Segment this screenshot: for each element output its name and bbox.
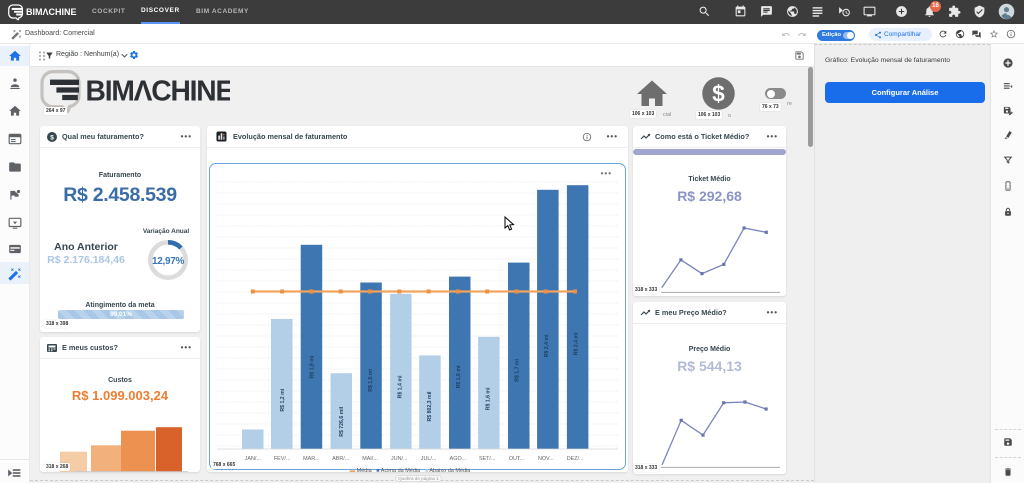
svg-text:R$ 1,4 mi: R$ 1,4 mi <box>398 375 404 398</box>
svg-text:R$ 1,5 mi: R$ 1,5 mi <box>368 368 374 391</box>
svg-text:ABR/...: ABR/... <box>332 456 349 462</box>
svg-text:OUT...: OUT... <box>509 456 524 462</box>
svg-text:R$ 1,6 mi: R$ 1,6 mi <box>456 365 462 388</box>
svg-text:FEV/...: FEV/... <box>274 456 290 462</box>
svg-text:SET/...: SET/... <box>479 456 495 462</box>
svg-text:R$ 802,3 mil: R$ 802,3 mil <box>427 391 433 422</box>
svg-text:R$ 726,6 mil: R$ 726,6 mil <box>339 406 345 437</box>
svg-text:MAR...: MAR... <box>303 456 319 462</box>
svg-text:R$ 1,6 mi: R$ 1,6 mi <box>485 387 491 410</box>
svg-text:JUN/...: JUN/... <box>391 456 407 462</box>
svg-text:AGO...: AGO... <box>450 456 466 462</box>
svg-text:R$ 1,9 mi: R$ 1,9 mi <box>310 355 316 378</box>
svg-text:12,97%: 12,97% <box>152 256 185 267</box>
svg-text:R$ 2,4 mi: R$ 2,4 mi <box>544 334 550 357</box>
svg-text:$: $ <box>712 81 725 107</box>
svg-text:DEZ/...: DEZ/... <box>567 456 584 462</box>
svg-text:MAI/...: MAI/... <box>362 456 378 462</box>
svg-text:NOV...: NOV... <box>538 456 554 462</box>
svg-text:BIMΛCHINE: BIMΛCHINE <box>86 75 230 107</box>
svg-text:JAN/...: JAN/... <box>245 456 261 462</box>
svg-text:R$ 2,4 mi: R$ 2,4 mi <box>573 332 579 355</box>
svg-text:JUL/...: JUL/... <box>421 456 437 462</box>
svg-text:$: $ <box>50 134 54 141</box>
svg-text:R$ 1,2 mi: R$ 1,2 mi <box>280 388 286 411</box>
svg-text:R$ 1,7 mi: R$ 1,7 mi <box>515 358 521 381</box>
